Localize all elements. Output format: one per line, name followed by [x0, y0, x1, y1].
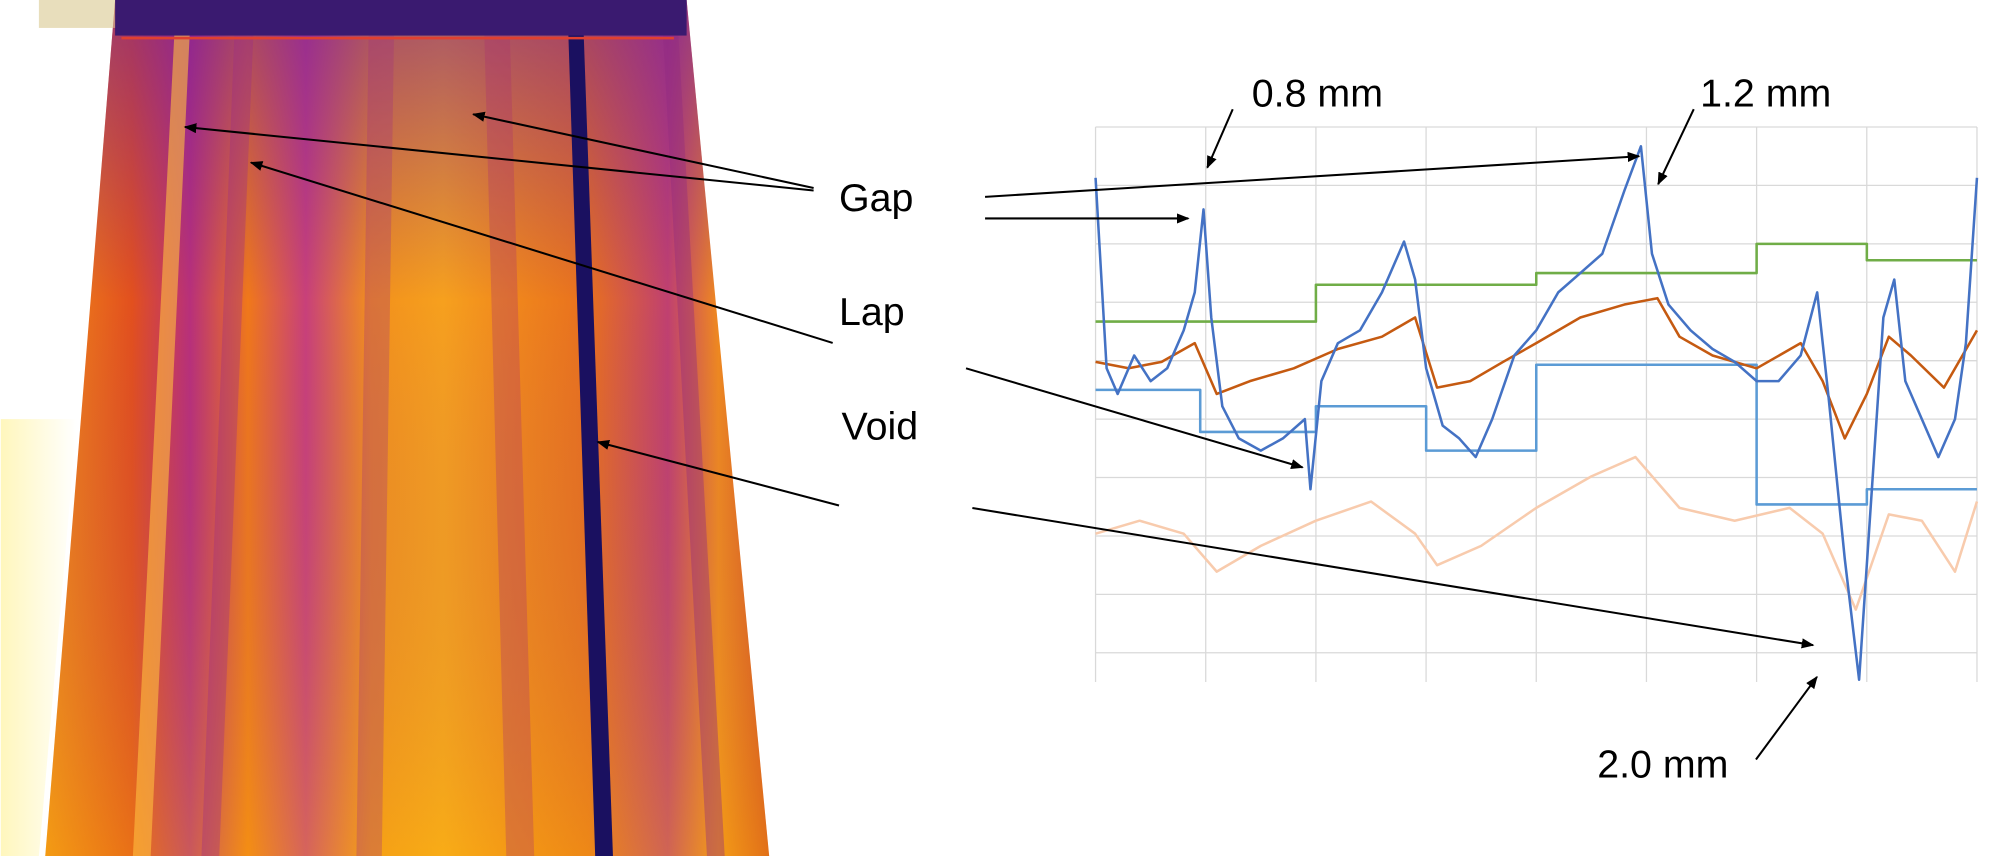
thermal-image — [1, 0, 769, 856]
arrow — [985, 156, 1639, 197]
annotation: Gap — [839, 176, 913, 220]
arrow — [1207, 109, 1232, 167]
figure: Gap Lap Void 0.8 mm 1.2 mm 2.0 mm — [0, 0, 1993, 856]
arrow — [972, 508, 1813, 645]
arrow — [1756, 677, 1817, 760]
annotation: Void — [842, 404, 919, 448]
plot-area — [1096, 127, 1977, 682]
arrow — [966, 368, 1303, 467]
annotation: Lap — [839, 290, 905, 334]
annotation: 1.2 mm — [1700, 72, 1831, 116]
arrow — [1658, 109, 1694, 184]
annotation: 0.8 mm — [1252, 72, 1383, 116]
annotation: 2.0 mm — [1597, 742, 1728, 786]
